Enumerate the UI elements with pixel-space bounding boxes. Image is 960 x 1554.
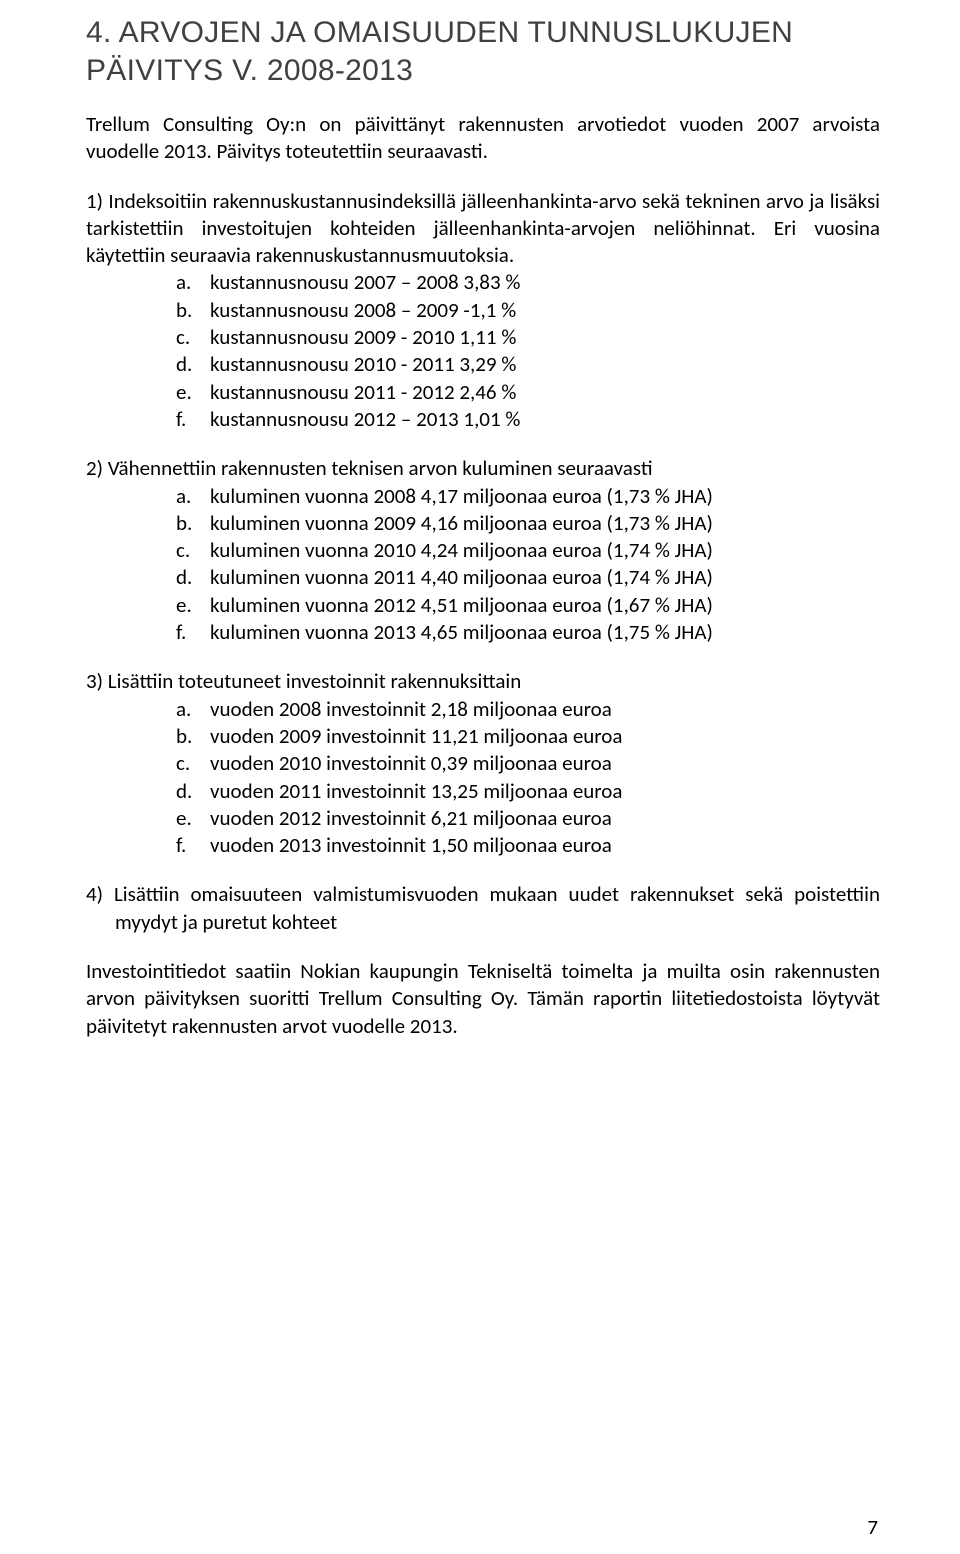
list-item: vuoden 2010 investoinnit 0,39 miljoonaa … [176,750,880,777]
closing-paragraph: Investointitiedot saatiin Nokian kaupung… [80,958,880,1040]
section-1: 1) Indeksoitiin rakennuskustannusindeksi… [80,188,880,434]
list-item: kuluminen vuonna 2010 4,24 miljoonaa eur… [176,537,880,564]
list-item: kuluminen vuonna 2008 4,17 miljoonaa eur… [176,483,880,510]
list-item: kustannusnousu 2009 - 2010 1,11 % [176,324,880,351]
section-1-list: kustannusnousu 2007 – 2008 3,83 % kustan… [80,269,880,433]
list-item: kustannusnousu 2011 - 2012 2,46 % [176,379,880,406]
list-item: kustannusnousu 2012 – 2013 1,01 % [176,406,880,433]
page-heading: 4. ARVOJEN JA OMAISUUDEN TUNNUSLUKUJEN P… [80,14,880,89]
list-item: vuoden 2008 investoinnit 2,18 miljoonaa … [176,696,880,723]
page-number: 7 [867,1514,878,1540]
section-3: 3) Lisättiin toteutuneet investoinnit ra… [80,668,880,859]
section-2-list: kuluminen vuonna 2008 4,17 miljoonaa eur… [80,483,880,647]
list-item: kustannusnousu 2008 – 2009 -1,1 % [176,297,880,324]
list-item: kuluminen vuonna 2013 4,65 miljoonaa eur… [176,619,880,646]
list-item: kuluminen vuonna 2009 4,16 miljoonaa eur… [176,510,880,537]
list-item: vuoden 2012 investoinnit 6,21 miljoonaa … [176,805,880,832]
list-item: kuluminen vuonna 2011 4,40 miljoonaa eur… [176,564,880,591]
section-3-lead: 3) Lisättiin toteutuneet investoinnit ra… [80,668,880,695]
intro-paragraph: Trellum Consulting Oy:n on päivittänyt r… [80,111,880,166]
list-item: kustannusnousu 2010 - 2011 3,29 % [176,351,880,378]
section-4-lead: 4) Lisättiin omaisuuteen valmistumisvuod… [80,881,880,936]
list-item: kustannusnousu 2007 – 2008 3,83 % [176,269,880,296]
list-item: vuoden 2009 investoinnit 11,21 miljoonaa… [176,723,880,750]
section-3-list: vuoden 2008 investoinnit 2,18 miljoonaa … [80,696,880,860]
section-4: 4) Lisättiin omaisuuteen valmistumisvuod… [80,881,880,936]
list-item: vuoden 2011 investoinnit 13,25 miljoonaa… [176,778,880,805]
section-1-lead: 1) Indeksoitiin rakennuskustannusindeksi… [80,188,880,270]
section-2: 2) Vähennettiin rakennusten teknisen arv… [80,455,880,646]
section-2-lead: 2) Vähennettiin rakennusten teknisen arv… [80,455,880,482]
list-item: kuluminen vuonna 2012 4,51 miljoonaa eur… [176,592,880,619]
list-item: vuoden 2013 investoinnit 1,50 miljoonaa … [176,832,880,859]
